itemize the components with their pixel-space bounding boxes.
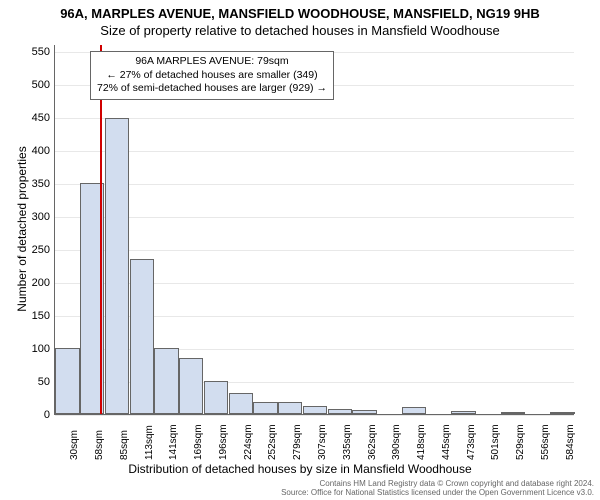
x-tick: 196sqm [218,424,229,460]
annotation-line: 96A MARPLES AVENUE: 79sqm [97,55,327,69]
histogram-bar [352,410,376,414]
x-tick: 445sqm [441,424,452,460]
y-tick: 500 [10,79,50,91]
x-tick: 390sqm [391,424,402,460]
annotation-box: 96A MARPLES AVENUE: 79sqm← 27% of detach… [90,51,334,100]
y-tick: 300 [10,211,50,223]
x-axis-label: Distribution of detached houses by size … [0,462,600,476]
x-tick: 141sqm [168,424,179,460]
x-tick: 501sqm [490,424,501,460]
x-tick: 169sqm [193,424,204,460]
histogram-bar [154,348,178,414]
y-tick: 0 [10,409,50,421]
y-tick: 150 [10,310,50,322]
histogram-bar [204,381,228,414]
gridline [55,151,574,152]
y-tick: 50 [10,376,50,388]
histogram-bar [550,412,574,414]
x-tick: 30sqm [69,430,80,460]
x-tick: 252sqm [267,424,278,460]
histogram-bar [451,411,475,414]
footer-line: Source: Office for National Statistics l… [281,488,594,498]
x-tick: 85sqm [119,430,130,460]
page-title-line2: Size of property relative to detached ho… [0,21,600,38]
x-tick: 473sqm [466,424,477,460]
y-tick: 400 [10,145,50,157]
x-tick: 418sqm [416,424,427,460]
gridline [55,217,574,218]
histogram-bar [253,402,277,414]
y-tick: 250 [10,244,50,256]
x-tick: 279sqm [292,424,303,460]
x-tick: 113sqm [144,425,155,460]
histogram-bar [179,358,203,414]
gridline [55,415,574,416]
y-tick: 450 [10,112,50,124]
histogram-bar [278,402,302,414]
x-tick: 224sqm [243,424,254,460]
histogram-bar [55,348,79,414]
y-tick: 200 [10,277,50,289]
page-title-line1: 96A, MARPLES AVENUE, MANSFIELD WOODHOUSE… [0,0,600,21]
y-tick: 100 [10,343,50,355]
x-tick: 307sqm [317,424,328,460]
histogram-bar [501,412,525,414]
histogram-bar [229,393,253,414]
reference-line [100,45,102,414]
x-tick: 58sqm [94,430,105,460]
annotation-line: ← 27% of detached houses are smaller (34… [97,69,327,83]
y-tick: 550 [10,46,50,58]
x-tick: 584sqm [565,424,576,460]
y-tick-labels: 050100150200250300350400450500550 [0,45,54,415]
histogram-bar [130,259,154,414]
x-tick: 335sqm [342,424,353,460]
x-tick: 556sqm [540,424,551,460]
y-tick: 350 [10,178,50,190]
footer-line: Contains HM Land Registry data © Crown c… [281,479,594,489]
gridline [55,184,574,185]
chart-plot-area: 96A MARPLES AVENUE: 79sqm← 27% of detach… [54,45,574,415]
copyright-footer: Contains HM Land Registry data © Crown c… [281,479,594,498]
annotation-line: 72% of semi-detached houses are larger (… [97,82,327,96]
histogram-bar [328,409,352,414]
histogram-bar [303,406,327,414]
x-tick: 529sqm [515,424,526,460]
gridline [55,118,574,119]
histogram-bar [402,407,426,414]
gridline [55,250,574,251]
histogram-bar [105,118,129,414]
x-tick: 362sqm [367,424,378,460]
